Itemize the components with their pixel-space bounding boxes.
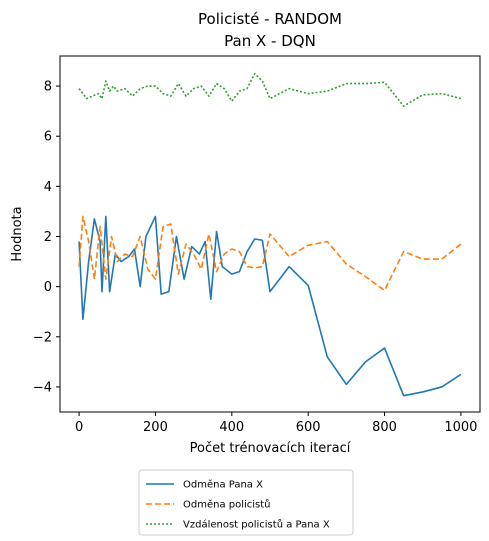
y-tick-label: 2	[44, 230, 52, 245]
x-tick-label: 1000	[444, 420, 477, 435]
chart-title-line-2: Pan X - DQN	[224, 32, 316, 50]
y-tick-label: −2	[33, 330, 52, 345]
legend-label-0: Odměna Pana X	[183, 479, 263, 491]
x-axis-label: Počet trénovacích iterací	[190, 441, 351, 456]
series-line-0	[78, 215, 462, 397]
y-tick-label: 0	[44, 280, 52, 295]
y-tick-label: 4	[44, 180, 52, 195]
y-tick-label: 8	[44, 80, 52, 95]
y-axis-label: Hodnota	[10, 206, 25, 261]
legend-label-1: Odměna policistů	[183, 499, 271, 511]
legend-frame	[138, 469, 354, 536]
x-tick-label: 600	[296, 420, 321, 435]
x-tick-label: 200	[143, 420, 168, 435]
series-line-2	[78, 72, 462, 107]
y-axis-ticks: −4 −2 0 2 4 6 8	[33, 80, 60, 395]
y-tick-label: −4	[33, 380, 52, 395]
chart-title-line-1: Policisté - RANDOM	[198, 10, 342, 28]
legend-label-2: Vzdálenost policistů a Pana X	[183, 519, 330, 531]
y-tick-label: 6	[44, 130, 52, 145]
series-line-1	[78, 215, 462, 292]
plot-lines	[78, 72, 462, 397]
x-tick-label: 800	[372, 420, 397, 435]
x-tick-label: 0	[75, 420, 83, 435]
legend: Odměna Pana X Odměna policistů Vzdálenost …	[138, 469, 354, 536]
x-axis-ticks: 0 200 400 600 800 1000	[75, 412, 477, 435]
plot-area-frame	[59, 55, 481, 413]
x-tick-label: 400	[219, 420, 244, 435]
